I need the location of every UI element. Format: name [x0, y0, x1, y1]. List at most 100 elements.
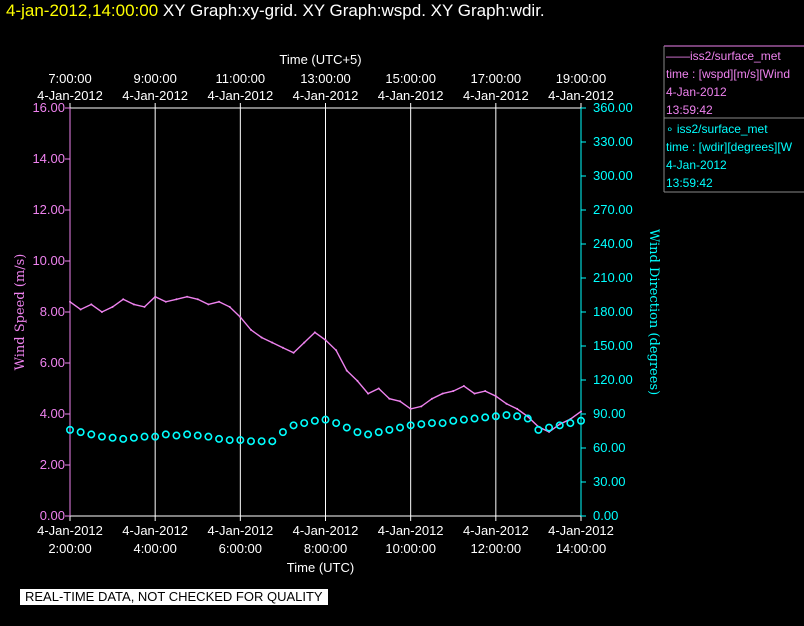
x-tick-time: 2:00:00: [48, 541, 91, 556]
data-point-wdir: [427, 419, 436, 428]
data-point-wdir: [289, 421, 298, 430]
data-point-wdir: [566, 419, 575, 428]
y-right-tick-label: 120.00: [593, 372, 633, 387]
x-tick-date: 4-Jan-2012: [548, 523, 614, 538]
data-point-wdir: [140, 432, 149, 441]
quality-disclaimer: REAL-TIME DATA, NOT CHECKED FOR QUALITY: [20, 589, 328, 605]
data-point-wdir: [491, 412, 500, 421]
data-point-wspd: [505, 402, 508, 405]
data-point-wspd: [218, 300, 221, 303]
data-point-wspd: [388, 397, 391, 400]
legend-wdir-variable: time : [wdir][degrees][W: [666, 140, 793, 154]
data-point-wspd: [473, 392, 476, 395]
data-point-wspd: [313, 331, 316, 334]
data-point-wspd: [516, 407, 519, 410]
legend-entry-wspd: ——iss2/surface_met time : [wspd][m/s][Wi…: [666, 47, 804, 119]
x-tick-time: 4:00:00: [133, 541, 176, 556]
data-point-wspd: [345, 369, 348, 372]
data-point-wdir: [481, 413, 490, 422]
graph-title: 4-jan-2012,14:00:00 XY Graph:xy-grid. XY…: [6, 1, 545, 21]
data-point-wdir: [215, 434, 224, 443]
data-point-wdir: [449, 416, 458, 425]
data-point-wspd: [494, 395, 497, 398]
x-tick-time: 10:00:00: [385, 541, 436, 556]
data-point-wdir: [576, 416, 585, 425]
data-point-wdir: [353, 428, 362, 437]
legend-wspd-date: 4-Jan-2012: [666, 85, 727, 99]
y-right-tick-label: 270.00: [593, 202, 633, 217]
data-point-wspd: [79, 308, 82, 311]
title-graph-names: XY Graph:xy-grid. XY Graph:wspd. XY Grap…: [162, 1, 545, 20]
x-tick-time: 12:00:00: [471, 541, 522, 556]
data-point-wspd: [558, 423, 561, 426]
data-point-wdir: [161, 430, 170, 439]
data-point-wdir: [396, 423, 405, 432]
data-point-wdir: [66, 425, 75, 434]
data-point-wdir: [76, 428, 85, 437]
data-point-wspd: [580, 410, 582, 413]
y-left-tick-label: 6.00: [40, 355, 65, 370]
data-point-wdir: [119, 434, 128, 443]
data-point-wdir: [300, 419, 309, 428]
data-point-wspd: [356, 379, 359, 382]
data-point-wdir: [151, 432, 160, 441]
y-left-tick-label: 16.00: [32, 100, 65, 115]
x-tick-time: 14:00:00: [556, 541, 607, 556]
y-left-tick-label: 2.00: [40, 457, 65, 472]
data-point-wdir: [374, 428, 383, 437]
legend-wdir-date: 4-Jan-2012: [666, 158, 727, 172]
data-point-wspd: [452, 390, 455, 393]
data-point-wspd: [132, 303, 135, 306]
x-tick-date: 4-Jan-2012: [122, 523, 188, 538]
data-point-wdir: [385, 425, 394, 434]
data-point-wspd: [303, 341, 306, 344]
data-point-wspd: [90, 303, 93, 306]
data-point-wdir: [523, 414, 532, 423]
top-tick-time: 13:00:00: [300, 71, 351, 86]
y-right-tick-label: 90.00: [593, 406, 626, 421]
data-point-wspd: [484, 390, 487, 393]
data-point-wdir: [555, 421, 564, 430]
top-tick-date: 4-Jan-2012: [293, 88, 359, 103]
y-right-tick-label: 0.00: [593, 508, 618, 523]
data-point-wdir: [332, 419, 341, 428]
x-tick-time: 6:00:00: [219, 541, 262, 556]
data-point-wspd: [207, 303, 210, 306]
data-point-wspd: [367, 392, 370, 395]
data-point-wspd: [271, 341, 274, 344]
data-point-wdir: [225, 436, 234, 445]
x-tick-date: 4-Jan-2012: [37, 523, 103, 538]
legend-wdir-name: ∘ iss2/surface_met: [666, 122, 768, 136]
legend-entry-wdir: ∘ iss2/surface_met time : [wdir][degrees…: [666, 120, 804, 192]
data-point-wspd: [175, 298, 178, 301]
top-tick-date: 4-Jan-2012: [122, 88, 188, 103]
top-tick-time: 15:00:00: [385, 71, 436, 86]
data-point-wdir: [204, 432, 213, 441]
title-timestamp: 4-jan-2012,14:00:00: [6, 1, 159, 20]
x-tick-date: 4-Jan-2012: [463, 523, 529, 538]
y-right-tick-label: 210.00: [593, 270, 633, 285]
data-point-wspd: [420, 405, 423, 408]
data-point-wdir: [438, 419, 447, 428]
top-tick-date: 4-Jan-2012: [548, 88, 614, 103]
data-point-wdir: [545, 423, 554, 432]
y-right-tick-label: 180.00: [593, 304, 633, 319]
legend-wspd-variable: time : [wspd][m/s][Wind: [666, 67, 791, 81]
data-point-wspd: [260, 336, 263, 339]
data-point-wdir: [183, 430, 192, 439]
data-point-wspd: [122, 298, 125, 301]
data-point-wspd: [164, 300, 167, 303]
y-left-tick-label: 0.00: [40, 508, 65, 523]
data-point-wdir: [513, 412, 522, 421]
data-point-wspd: [143, 305, 146, 308]
x-tick-date: 4-Jan-2012: [378, 523, 444, 538]
data-point-wspd: [335, 349, 338, 352]
top-tick-time: 9:00:00: [133, 71, 176, 86]
y-right-tick-label: 60.00: [593, 440, 626, 455]
y-right-tick-label: 240.00: [593, 236, 633, 251]
x-tick-date: 4-Jan-2012: [293, 523, 359, 538]
data-point-wspd: [228, 305, 231, 308]
top-tick-time: 17:00:00: [471, 71, 522, 86]
y-left-tick-label: 8.00: [40, 304, 65, 319]
